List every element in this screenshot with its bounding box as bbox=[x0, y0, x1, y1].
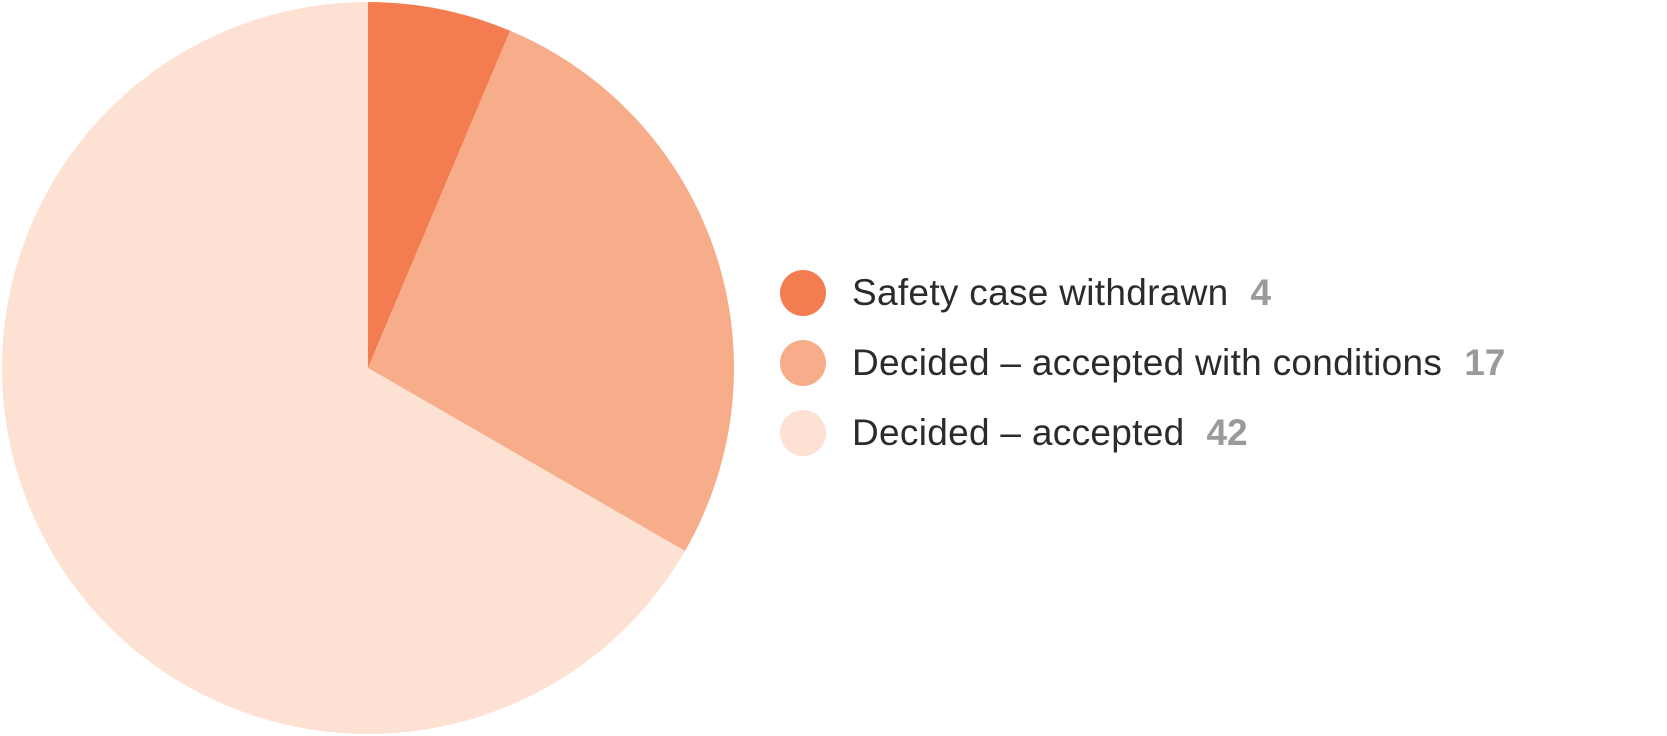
legend-swatch-icon bbox=[780, 340, 826, 386]
legend-value: 17 bbox=[1464, 342, 1506, 383]
legend-swatch-icon bbox=[780, 270, 826, 316]
legend-value: 42 bbox=[1206, 412, 1248, 453]
legend-label: Decided – accepted bbox=[852, 412, 1185, 453]
legend-label: Safety case withdrawn bbox=[852, 272, 1229, 313]
pie-slice-withdrawn bbox=[368, 2, 511, 368]
pie-chart bbox=[1, 2, 734, 734]
legend-item-accepted-with-conditions: Decided – accepted with conditions 17 bbox=[780, 328, 1505, 398]
legend-label: Decided – accepted with conditions bbox=[852, 342, 1443, 383]
legend-swatch-icon bbox=[780, 410, 826, 456]
legend-item-withdrawn: Safety case withdrawn 4 bbox=[780, 258, 1505, 328]
pie-slice-accepted-with-conditions bbox=[368, 30, 734, 552]
pie-slice-accepted bbox=[1, 2, 685, 734]
legend-value: 4 bbox=[1250, 272, 1272, 313]
legend: Safety case withdrawn 4 Decided – accept… bbox=[780, 258, 1505, 468]
legend-item-accepted: Decided – accepted 42 bbox=[780, 398, 1505, 468]
